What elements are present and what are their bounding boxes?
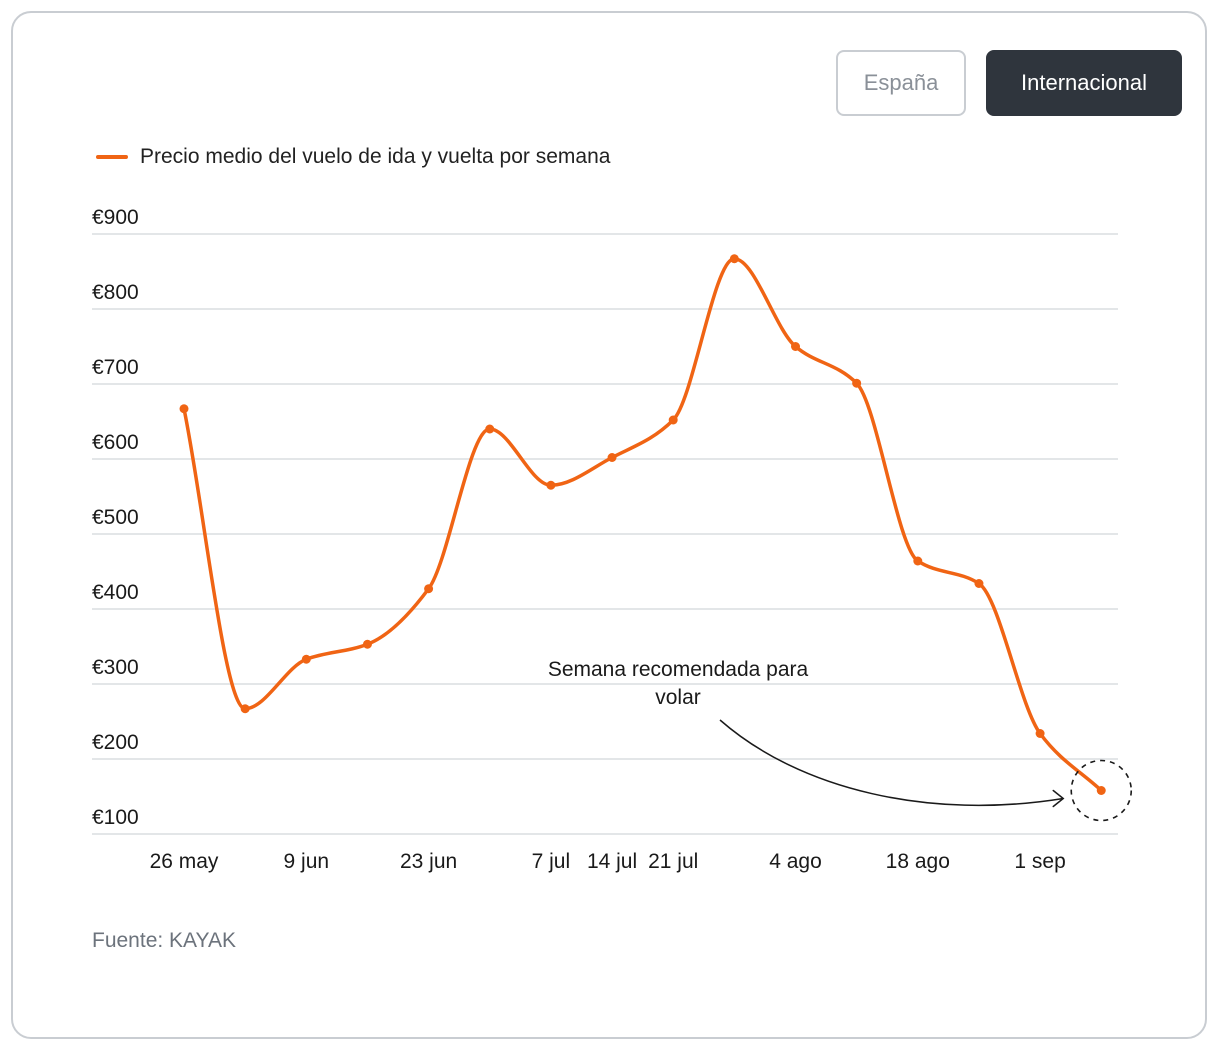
y-tick-label: €800	[92, 281, 139, 304]
y-tick-label: €100	[92, 806, 139, 829]
y-tick-label: €500	[92, 506, 139, 529]
data-point	[668, 415, 678, 425]
annotation-arrow	[719, 719, 1064, 807]
x-tick-label: 21 jul	[648, 850, 698, 873]
data-point	[362, 639, 372, 649]
recommended-week-marker	[1070, 759, 1133, 822]
data-point	[424, 584, 434, 594]
legend-label: Precio medio del vuelo de ida y vuelta p…	[140, 145, 611, 168]
y-tick-label: €400	[92, 581, 139, 604]
data-point	[913, 556, 923, 566]
x-tick-label: 14 jul	[587, 850, 637, 873]
data-point	[1035, 729, 1045, 738]
y-tick-label: €900	[92, 206, 139, 229]
chart-legend: Precio medio del vuelo de ida y vuelta p…	[96, 145, 610, 169]
y-axis-labels: €900 €800 €700 €600 €500 €400 €300 €200 €100	[92, 206, 139, 829]
data-point	[301, 654, 311, 664]
x-tick-label: 4 ago	[769, 850, 822, 873]
data-point	[485, 424, 495, 434]
chart-card	[11, 11, 1207, 1039]
legend-swatch	[96, 155, 128, 159]
x-tick-label: 23 jun	[400, 850, 457, 873]
data-point	[791, 342, 800, 351]
y-tick-label: €600	[92, 431, 139, 454]
annotation-arrowhead	[1052, 789, 1065, 808]
gridlines	[92, 233, 1118, 835]
x-tick-label: 7 jul	[532, 850, 571, 873]
series-line	[182, 257, 1103, 793]
source-note: Fuente: KAYAK	[92, 929, 236, 952]
annotation-text-line2: volar	[655, 686, 701, 709]
x-axis-labels: 26 may 9 jun 23 jun 7 jul 14 jul 21 jul 4 ago 1…	[150, 850, 1066, 873]
x-tick-label: 26 may	[150, 850, 219, 873]
y-tick-label: €700	[92, 356, 139, 379]
toggle-espana-button[interactable]: España	[836, 50, 966, 116]
x-tick-label: 18 ago	[886, 850, 950, 873]
data-point	[852, 378, 862, 388]
data-point	[179, 404, 189, 414]
toggle-internacional-button[interactable]: Internacional	[986, 50, 1182, 116]
x-tick-label: 9 jun	[284, 850, 330, 873]
data-points	[179, 254, 1106, 795]
y-tick-label: €300	[92, 656, 139, 679]
x-tick-label: 1 sep	[1014, 850, 1065, 873]
data-point	[729, 254, 739, 264]
data-point	[546, 480, 556, 490]
y-tick-label: €200	[92, 731, 139, 754]
data-point	[240, 704, 250, 714]
annotation-text-line1: Semana recomendada para	[548, 658, 809, 681]
data-point	[607, 453, 617, 462]
data-point	[974, 579, 984, 588]
data-point	[1096, 786, 1106, 795]
